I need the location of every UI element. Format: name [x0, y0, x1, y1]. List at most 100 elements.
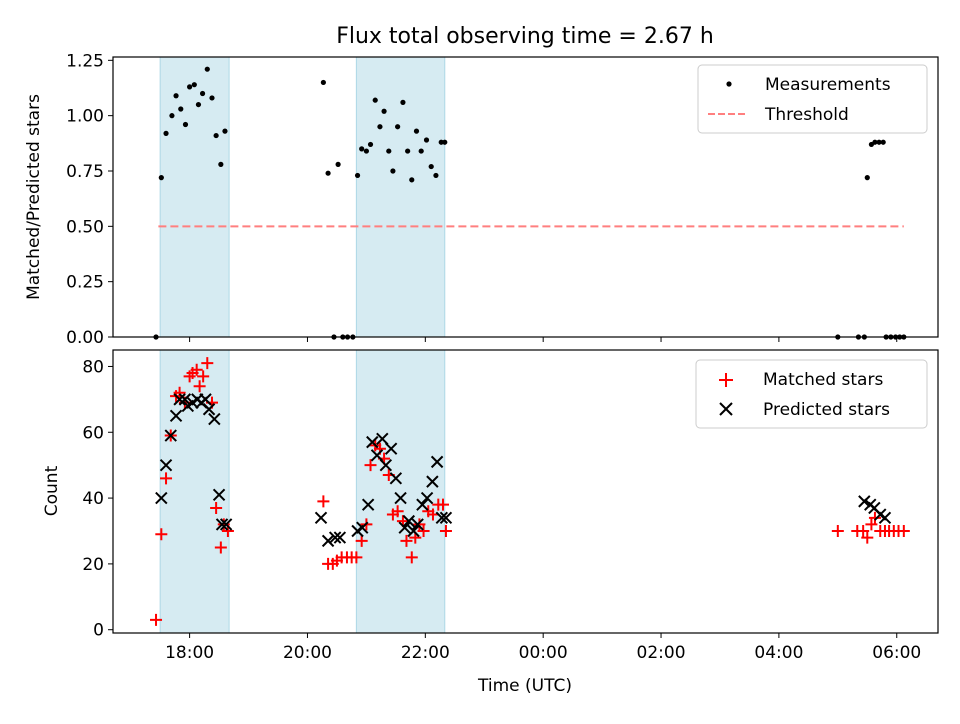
predicted-star-point [858, 495, 871, 508]
measurement-point [359, 146, 365, 152]
shaded-span-0 [159, 349, 230, 634]
measurement-point [169, 113, 175, 119]
top-ytick-label: 0.75 [66, 162, 104, 182]
matched-star-point [190, 363, 203, 376]
bottom-panel: 0 20 40 60 80 18:00 20:00 22:00 00:00 02:00 04:00… [42, 349, 939, 696]
predicted-star-point [398, 521, 411, 534]
measurement-point [173, 93, 179, 99]
bottom-axes-frame [112, 349, 939, 634]
predicted-star-point [407, 524, 420, 538]
bottom-xtick-label: 04:00 [754, 643, 803, 663]
matched-star-point [350, 551, 363, 564]
top-legend-box [697, 64, 928, 134]
legend-label-matched: Matched stars [763, 370, 883, 390]
bottom-y-ticks: 0 20 40 60 80 [82, 357, 113, 641]
bottom-xtick-label: 02:00 [637, 643, 686, 663]
matched-star-point [391, 505, 404, 518]
matched-star-point [417, 524, 430, 537]
predicted-star-point [435, 511, 449, 525]
predicted-star-point [370, 449, 384, 462]
predicted-star-point [379, 458, 393, 472]
bottom-xtick-label: 22:00 [401, 643, 450, 663]
shaded-span-1 [355, 349, 446, 634]
predicted-star-point [411, 518, 424, 531]
predicted-star-point [376, 432, 389, 446]
predicted-star-point [366, 435, 379, 449]
predicted-star-point [384, 442, 398, 455]
predicted-star-point [420, 491, 434, 505]
measurement-point [413, 128, 420, 134]
matched-star-point [426, 508, 439, 521]
matched-star-point [197, 370, 210, 383]
measurement-point [354, 172, 361, 179]
predicted-star-point [394, 491, 407, 505]
measurement-point [367, 141, 374, 148]
top-ytick-label: 0.50 [66, 217, 104, 237]
measurement-point [872, 139, 878, 145]
shaded-span-0 [159, 56, 230, 338]
legend-predicted-marker [719, 402, 733, 416]
legend-label-threshold: Threshold [764, 105, 849, 125]
chart-title: Flux total observing time = 2.67 h [336, 24, 714, 49]
measurement-point [209, 95, 215, 101]
measurement-point [418, 148, 424, 154]
matched-star-point [210, 501, 223, 514]
bottom-xtick-label: 20:00 [283, 643, 332, 663]
predicted-star-point [173, 393, 186, 406]
predicted-star-point [219, 518, 233, 531]
matched-star-point [437, 498, 449, 511]
measurement-point [433, 172, 439, 179]
bottom-ytick-label: 60 [82, 423, 104, 443]
top-ytick-label: 1.25 [66, 51, 104, 71]
matched-star-point [413, 518, 426, 531]
bottom-ytick-label: 0 [93, 621, 104, 641]
bottom-xtick-label: 06:00 [872, 643, 921, 663]
bottom-y-axis-label: Count [42, 465, 62, 516]
measurement-point [876, 139, 882, 145]
measurement-point [395, 124, 401, 130]
predicted-star-point [314, 511, 328, 525]
measurement-point [335, 161, 341, 167]
matched-star-point [364, 459, 377, 472]
measurement-point [182, 121, 189, 128]
matched-star-point [214, 541, 227, 554]
measurement-point [199, 90, 206, 97]
legend-label-predicted: Predicted stars [763, 400, 890, 420]
measurement-point [880, 139, 886, 145]
predicted-star-point [430, 455, 444, 469]
matched-star-point [897, 524, 910, 537]
predicted-star-point [178, 393, 192, 406]
measurement-point [377, 124, 383, 130]
top-x-ticks [189, 337, 898, 342]
legend-measurement-marker [726, 81, 732, 87]
measurement-point [386, 148, 392, 154]
top-axes-frame [112, 56, 939, 338]
matched-star-points [150, 357, 910, 626]
matched-star-point [173, 386, 186, 399]
predicted-star-point [321, 534, 335, 548]
matched-star-point [405, 551, 418, 564]
measurement-point [163, 130, 169, 136]
measurement-point [191, 82, 197, 88]
measurement-point [195, 101, 202, 108]
matched-star-point [865, 518, 878, 531]
measurement-point [409, 177, 415, 183]
shaded-span-1 [355, 56, 446, 338]
predicted-star-point [439, 511, 453, 525]
measurement-point [218, 161, 224, 167]
legend-label-measurements: Measurements [765, 75, 891, 95]
predicted-star-point [426, 475, 439, 488]
measurement-point [320, 79, 326, 86]
predicted-star-point [356, 521, 369, 534]
bottom-xtick-label: 18:00 [165, 643, 214, 663]
matched-star-point [355, 534, 368, 547]
bottom-xtick-label: 00:00 [519, 643, 568, 663]
matched-star-point [861, 531, 874, 544]
measurement-point [372, 97, 378, 103]
measurement-point [158, 175, 164, 181]
matched-star-point [150, 613, 163, 626]
measurement-point [325, 170, 331, 176]
matched-star-point [201, 357, 214, 370]
bottom-ytick-label: 80 [82, 357, 104, 377]
